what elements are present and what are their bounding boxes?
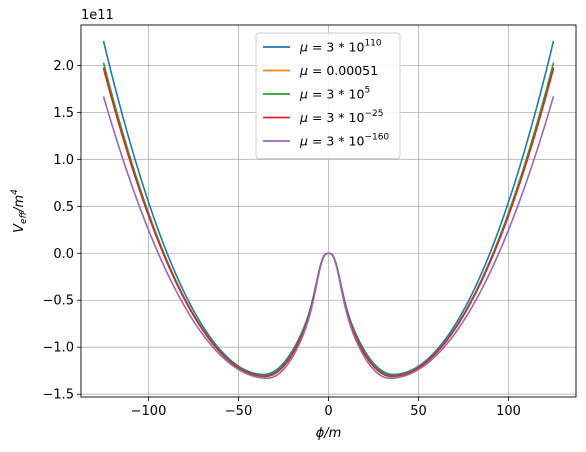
y-tick-label: 0.0 xyxy=(53,247,74,262)
x-axis-label: ϕ/m xyxy=(316,426,342,441)
legend-label: μ = 3 * 10−160 xyxy=(299,133,389,149)
y-axis-label-main: V xyxy=(12,223,27,233)
y-tick-label: 1.5 xyxy=(53,106,74,121)
y-axis-label-sub: eff xyxy=(19,210,29,224)
y-tick-label: 1.0 xyxy=(53,153,74,168)
x-tick-label: −50 xyxy=(225,404,252,419)
x-tick-label: 100 xyxy=(496,404,521,419)
legend-label: μ = 3 * 10110 xyxy=(299,39,382,55)
series-lines xyxy=(102,40,555,380)
y-tick-label: −1.5 xyxy=(42,388,74,403)
y-scale-label: 1e11 xyxy=(81,8,114,23)
series-line xyxy=(102,96,555,380)
y-axis-ticks: −1.5 −1.0 −0.5 0.0 0.5 1.0 1.5 2.0 xyxy=(42,59,81,403)
y-axis-label-tail: /m xyxy=(12,195,27,213)
x-tick-label: 0 xyxy=(324,404,332,419)
legend-label: μ = 3 * 105 xyxy=(299,86,370,102)
x-tick-label: 50 xyxy=(410,404,427,419)
legend-label: μ = 3 * 10−25 xyxy=(299,109,383,125)
y-tick-label: 0.5 xyxy=(53,200,74,215)
legend-box xyxy=(255,32,401,159)
y-tick-label: −0.5 xyxy=(42,294,74,309)
y-tick-label: 2.0 xyxy=(53,59,74,74)
y-axis-label-sup: 4 xyxy=(10,189,20,195)
y-tick-label: −1.0 xyxy=(42,341,74,356)
legend-label: μ = 0.00051 xyxy=(299,63,378,78)
x-tick-label: −100 xyxy=(131,404,167,419)
y-axis-label: Veff/m4 xyxy=(10,189,29,233)
x-axis-ticks: −100 −50 0 50 100 xyxy=(131,397,521,419)
legend: μ = 3 * 10110 μ = 0.00051 μ = 3 * 105 μ = 3… xyxy=(255,32,401,159)
